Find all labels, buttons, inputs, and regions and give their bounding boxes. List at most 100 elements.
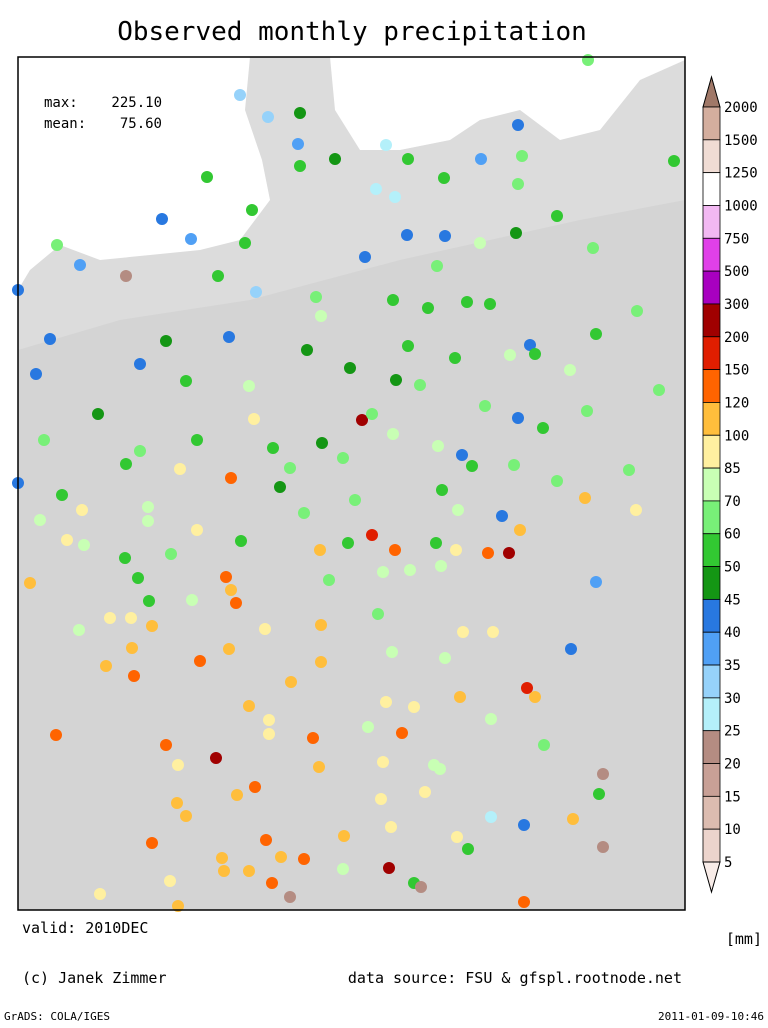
station-dot (430, 537, 442, 549)
station-dot (74, 259, 86, 271)
colorbar: 2000 1500 1250 1000 750 500 300 200 150 120 100 85 7… (702, 75, 758, 894)
station-dot (401, 229, 413, 241)
station-dot (301, 344, 313, 356)
station-dot (389, 191, 401, 203)
station-dot (582, 54, 594, 66)
station-dot (216, 852, 228, 864)
station-dot (274, 481, 286, 493)
station-dot (294, 160, 306, 172)
station-dot (653, 384, 665, 396)
station-dot (377, 566, 389, 578)
colorbar-label: 300 (724, 297, 749, 313)
colorbar-label: 70 (724, 494, 741, 510)
station-dot (380, 696, 392, 708)
station-dot (337, 452, 349, 464)
station-dot (51, 239, 63, 251)
station-dot (385, 821, 397, 833)
colorbar-label: 150 (724, 363, 749, 379)
station-dot (461, 296, 473, 308)
station-dot (450, 544, 462, 556)
station-dot (538, 739, 550, 751)
station-dot (436, 484, 448, 496)
colorbar-box (702, 205, 721, 239)
station-dot (451, 831, 463, 843)
station-dot (235, 535, 247, 547)
station-dot (366, 408, 378, 420)
station-dot (126, 642, 138, 654)
unit: [mm] (726, 930, 762, 948)
station-dot (172, 759, 184, 771)
station-dot (402, 340, 414, 352)
station-dot (142, 501, 154, 513)
colorbar-box (702, 369, 721, 403)
station-dot (434, 763, 446, 775)
station-dot (402, 153, 414, 165)
colorbar-label: 60 (724, 527, 741, 543)
station-dot (567, 813, 579, 825)
station-dot (408, 701, 420, 713)
station-dot (454, 691, 466, 703)
station-dot (359, 251, 371, 263)
station-dot (349, 494, 361, 506)
station-dot (551, 210, 563, 222)
station-dot (456, 449, 468, 461)
station-dot (419, 786, 431, 798)
station-dot (485, 811, 497, 823)
station-dot (134, 445, 146, 457)
station-dot (259, 623, 271, 635)
colorbar-box (702, 336, 721, 371)
station-dot (503, 547, 515, 559)
station-dot (439, 652, 451, 664)
station-dot (125, 612, 137, 624)
colorbar-box (702, 730, 721, 764)
software: GrADS: COLA/IGES (4, 1010, 110, 1023)
stations (12, 54, 680, 912)
station-dot (323, 574, 335, 586)
baltic-sea (290, 57, 685, 150)
station-dot (248, 413, 260, 425)
colorbar-box (702, 631, 721, 666)
station-dot (452, 504, 464, 516)
station-dot (164, 875, 176, 887)
colorbar-label: 200 (724, 330, 749, 346)
station-dot (92, 408, 104, 420)
north-sea (18, 57, 270, 290)
station-dot (475, 153, 487, 165)
station-dot (275, 851, 287, 863)
station-dot (78, 539, 90, 551)
colorbar-label: 85 (724, 461, 741, 477)
colorbar-box (702, 270, 721, 305)
station-dot (485, 713, 497, 725)
colorbar-label: 15 (724, 789, 741, 805)
station-dot (597, 768, 609, 780)
station-dot (246, 204, 258, 216)
station-dot (100, 660, 112, 672)
station-dot (390, 374, 402, 386)
colorbar-label: 20 (724, 757, 741, 773)
station-dot (191, 524, 203, 536)
colorbar-box (702, 566, 721, 600)
station-dot (44, 333, 56, 345)
station-dot (668, 155, 680, 167)
station-dot (314, 544, 326, 556)
station-dot (404, 564, 416, 576)
station-dot (298, 853, 310, 865)
station-dot (593, 788, 605, 800)
station-dot (462, 843, 474, 855)
colorbar-box (702, 303, 721, 338)
station-dot (377, 756, 389, 768)
colorbar-box (702, 467, 721, 502)
station-dot (234, 89, 246, 101)
station-dot (362, 721, 374, 733)
station-dot (564, 364, 576, 376)
station-dot (315, 310, 327, 322)
station-dot (156, 213, 168, 225)
colorbar-box (702, 533, 721, 567)
station-dot (504, 349, 516, 361)
station-dot (387, 294, 399, 306)
station-dot (134, 358, 146, 370)
station-dot (597, 841, 609, 853)
colorbar-label: 45 (724, 592, 741, 608)
colorbar-label: 40 (724, 625, 741, 641)
station-dot (524, 339, 536, 351)
